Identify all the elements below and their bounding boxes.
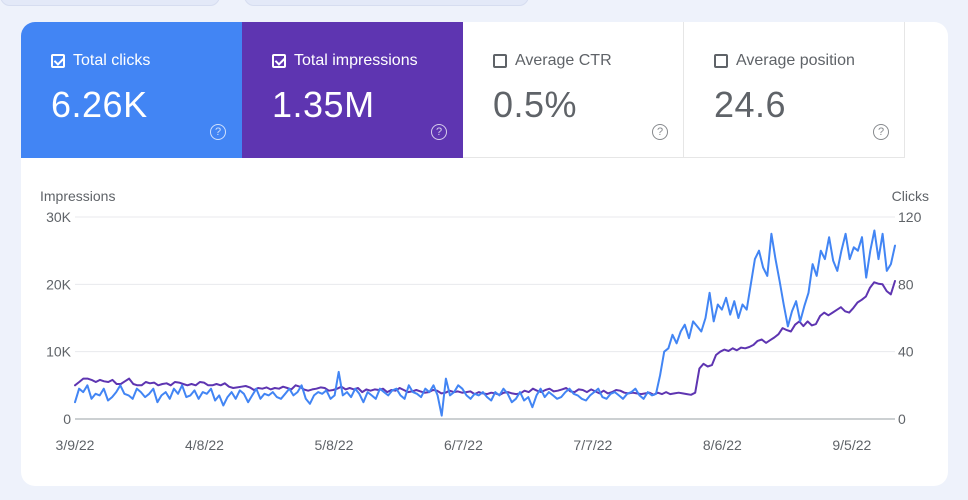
metric-label: Average CTR — [515, 52, 612, 69]
left-tick-labels: 0 10K 20K 30K — [46, 209, 72, 427]
performance-card: Total clicks 6.26K ? Total impressions 1… — [21, 22, 948, 486]
right-tick-label: 80 — [898, 276, 914, 292]
help-icon[interactable]: ? — [873, 124, 889, 140]
metric-total-clicks[interactable]: Total clicks 6.26K ? — [21, 22, 242, 158]
metric-header: Average CTR — [493, 52, 612, 70]
metric-value: 1.35M — [272, 84, 375, 125]
metric-header: Average position — [714, 52, 855, 70]
left-tick-label: 20K — [46, 276, 72, 292]
x-tick-label: 6/7/22 — [444, 437, 483, 453]
x-tick-label: 7/7/22 — [573, 437, 612, 453]
metric-value: 24.6 — [714, 84, 787, 125]
help-icon[interactable]: ? — [210, 124, 226, 140]
checkbox-unchecked-icon[interactable] — [493, 54, 507, 68]
metric-value: 0.5% — [493, 84, 578, 125]
right-tick-label: 40 — [898, 344, 914, 360]
series-line-clicks — [74, 229, 896, 417]
x-tick-label: 9/5/22 — [832, 437, 871, 453]
metric-header: Total clicks — [51, 52, 150, 70]
series-line-impressions — [74, 280, 896, 396]
help-icon[interactable]: ? — [431, 124, 447, 140]
performance-chart[interactable]: Impressions Clicks 0 10K 20K 30K 0 40 80 120 3… — [21, 158, 948, 486]
series-lines — [74, 229, 896, 417]
right-tick-label: 0 — [898, 411, 906, 427]
metric-tiles: Total clicks 6.26K ? Total impressions 1… — [21, 22, 905, 158]
metric-total-impressions[interactable]: Total impressions 1.35M ? — [242, 22, 463, 158]
help-icon[interactable]: ? — [652, 124, 668, 140]
left-tick-label: 30K — [46, 209, 72, 225]
x-tick-label: 8/6/22 — [703, 437, 742, 453]
gridlines — [75, 216, 895, 420]
metric-value: 6.26K — [51, 84, 148, 125]
x-tick-label: 4/8/22 — [185, 437, 224, 453]
left-tick-label: 0 — [63, 411, 71, 427]
top-filter-pill-1[interactable] — [0, 0, 220, 6]
metric-average-ctr[interactable]: Average CTR 0.5% ? — [463, 22, 684, 158]
metric-label: Average position — [736, 52, 855, 69]
left-tick-label: 10K — [46, 344, 72, 360]
x-tick-labels: 3/9/22 4/8/22 5/8/22 6/7/22 7/7/22 8/6/22 9/5/… — [56, 437, 872, 453]
checkbox-checked-icon[interactable] — [272, 54, 286, 68]
left-axis-title: Impressions — [40, 188, 115, 204]
x-tick-label: 3/9/22 — [56, 437, 95, 453]
x-tick-label: 5/8/22 — [314, 437, 353, 453]
right-tick-label: 120 — [898, 209, 922, 225]
right-axis-title: Clicks — [892, 188, 929, 204]
checkbox-checked-icon[interactable] — [51, 54, 65, 68]
metric-label: Total clicks — [73, 52, 151, 69]
right-tick-labels: 0 40 80 120 — [898, 209, 922, 427]
top-filter-pill-2[interactable] — [244, 0, 529, 6]
metric-header: Total impressions — [272, 52, 418, 70]
checkbox-unchecked-icon[interactable] — [714, 54, 728, 68]
metric-label: Total impressions — [294, 52, 418, 69]
metric-average-position[interactable]: Average position 24.6 ? — [684, 22, 905, 158]
